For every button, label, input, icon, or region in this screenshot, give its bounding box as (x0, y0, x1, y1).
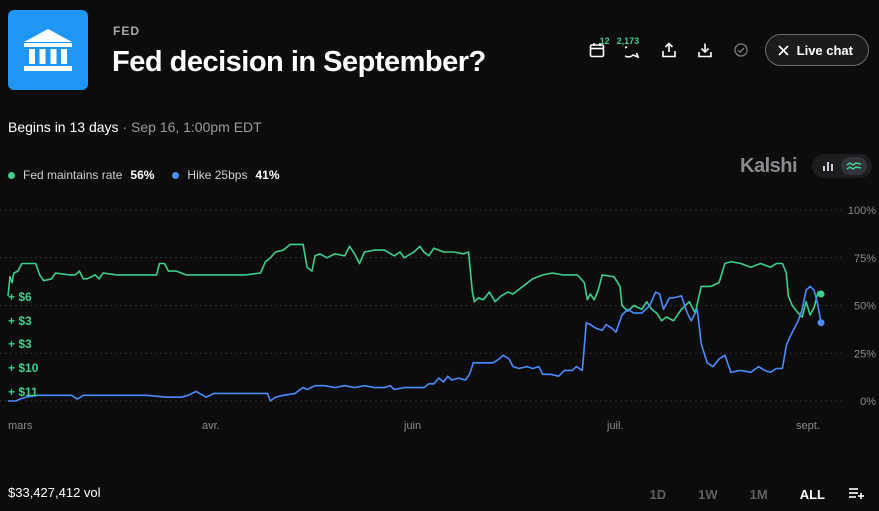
check-circle-icon (733, 43, 748, 57)
y-tick-label: 50% (854, 301, 876, 313)
comments-badge: 2,173 (616, 36, 640, 46)
y-tick-label: 100% (848, 205, 876, 217)
calendar-icon (589, 43, 604, 58)
trade-annotation: + $3 (8, 314, 32, 328)
share-button[interactable] (651, 35, 687, 65)
legend-value: 41% (255, 168, 280, 182)
x-tick-label: juil. (606, 420, 624, 432)
series-line-1 (8, 285, 822, 402)
share-icon (661, 42, 676, 58)
y-tick-label: 0% (860, 396, 876, 408)
x-tick-label: mars (8, 420, 33, 432)
calendar-button[interactable]: 12 (579, 35, 615, 65)
brand-logo: Kalshi (740, 155, 798, 177)
range-selector: 1D 1W 1M ALL (618, 486, 865, 503)
volume: $33,427,412 vol (8, 485, 101, 500)
bank-icon (24, 29, 72, 71)
comments-button[interactable]: 2,173 (615, 35, 651, 65)
schedule-datetime: Sep 16, 1:00pm EDT (130, 119, 262, 135)
price-chart[interactable]: 100% 75% 50% 25% 0% mars avr. juin juil. sept. + $… (0, 195, 879, 440)
download-icon (697, 43, 712, 58)
toolbar: 12 2,173 Live chat (579, 34, 869, 66)
legend-item-hike[interactable]: Hike 25bps 41% (172, 168, 280, 182)
legend-item-maintain[interactable]: Fed maintains rate 56% (8, 168, 154, 182)
line-chart-icon (846, 162, 862, 170)
legend-label: Hike 25bps (187, 168, 248, 182)
legend-label: Fed maintains rate (23, 168, 123, 182)
chart-legend: Fed maintains rate 56% Hike 25bps 41% (8, 168, 298, 182)
chart-type-toggle (812, 154, 872, 178)
begins-countdown: Begins in 13 days (8, 119, 119, 135)
series-line-0 (7, 243, 822, 322)
trade-annotation: + $6 (8, 290, 32, 304)
y-tick-label: 75% (854, 253, 876, 265)
legend-dot-maintain (8, 171, 15, 179)
range-1d[interactable]: 1D (649, 487, 667, 502)
series-end-point-1 (817, 319, 825, 327)
x-tick-label: avr. (202, 420, 220, 432)
series-end-point-0 (817, 290, 825, 298)
y-tick-label: 25% (854, 348, 876, 360)
trade-annotation: + $10 (8, 361, 39, 375)
schedule-info: Begins in 13 days · Sep 16, 1:00pm EDT (8, 119, 262, 135)
download-button[interactable] (687, 35, 723, 65)
calendar-badge: 12 (599, 36, 610, 46)
list-plus-icon (849, 488, 864, 499)
bar-chart-button[interactable] (815, 157, 841, 175)
market-logo (8, 10, 88, 90)
verified-button[interactable] (723, 35, 759, 65)
range-1m[interactable]: 1M (749, 487, 768, 502)
market-category: FED (113, 24, 140, 38)
live-chat-button[interactable]: Live chat (764, 34, 869, 66)
line-chart-button[interactable] (841, 157, 867, 175)
comment-icon (624, 46, 639, 58)
legend-dot-hike (172, 171, 180, 179)
trade-annotation: + $3 (8, 337, 32, 351)
schedule-separator: · (122, 119, 128, 135)
legend-value: 56% (130, 168, 155, 182)
trade-annotation: + $11 (8, 385, 38, 399)
filter-button[interactable] (849, 486, 865, 503)
close-icon (778, 44, 789, 56)
page-title: Fed decision in September? (112, 46, 486, 78)
live-chat-label: Live chat (796, 42, 853, 58)
x-tick-label: juin (403, 420, 421, 432)
range-all[interactable]: ALL (799, 487, 825, 502)
range-1w[interactable]: 1W (698, 487, 718, 502)
bar-chart-icon (823, 162, 833, 171)
x-tick-label: sept. (796, 420, 820, 432)
